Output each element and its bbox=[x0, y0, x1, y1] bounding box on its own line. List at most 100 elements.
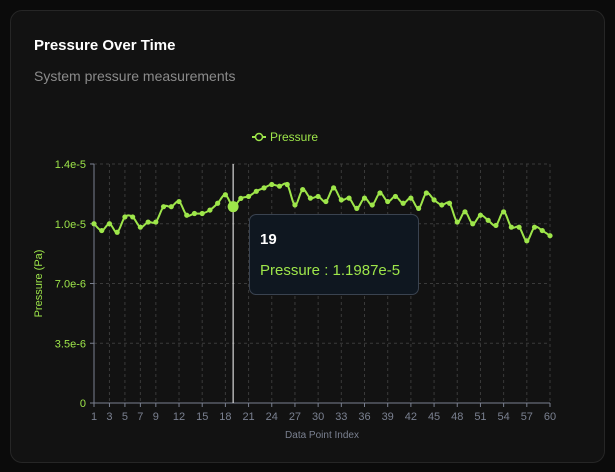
y-tick-label: 3.5e-6 bbox=[55, 338, 86, 350]
data-point[interactable] bbox=[184, 212, 190, 218]
x-tick-label: 39 bbox=[382, 411, 394, 423]
data-point[interactable] bbox=[253, 188, 259, 194]
tooltip-title: 19 bbox=[260, 231, 277, 248]
data-point[interactable] bbox=[99, 227, 105, 234]
data-point[interactable] bbox=[431, 197, 437, 203]
x-tick-label: 12 bbox=[173, 411, 185, 423]
tooltip-series-label: Pressure bbox=[260, 262, 321, 279]
data-point-active[interactable] bbox=[227, 201, 239, 213]
chart-legend: Pressure bbox=[252, 130, 318, 144]
data-point[interactable] bbox=[539, 227, 545, 234]
data-point[interactable] bbox=[145, 219, 151, 225]
data-point[interactable] bbox=[300, 187, 306, 193]
data-point[interactable] bbox=[106, 221, 113, 227]
data-point[interactable] bbox=[130, 214, 136, 220]
x-tick-label: 48 bbox=[451, 411, 463, 423]
data-point[interactable] bbox=[547, 233, 553, 239]
data-point[interactable] bbox=[191, 210, 198, 217]
x-tick-label: 9 bbox=[153, 411, 159, 423]
x-axis-label: Data Point Index bbox=[285, 430, 359, 441]
data-point[interactable] bbox=[423, 190, 429, 196]
data-point[interactable] bbox=[245, 193, 252, 200]
data-point[interactable] bbox=[330, 185, 337, 191]
data-point[interactable] bbox=[354, 205, 360, 211]
data-point[interactable] bbox=[408, 195, 414, 201]
data-point[interactable] bbox=[238, 195, 244, 201]
x-tick-label: 7 bbox=[137, 411, 143, 423]
y-tick-label: 1.4e-5 bbox=[55, 159, 86, 171]
legend-marker-icon bbox=[254, 132, 264, 142]
data-point[interactable] bbox=[199, 210, 205, 217]
x-tick-label: 33 bbox=[335, 411, 347, 423]
data-point[interactable] bbox=[307, 195, 314, 201]
data-tooltip: 19 Pressure : 1.1987e-5 bbox=[249, 214, 419, 295]
x-tick-label: 30 bbox=[312, 411, 324, 423]
data-point[interactable] bbox=[446, 200, 453, 206]
data-point[interactable] bbox=[508, 224, 514, 230]
data-point[interactable] bbox=[261, 185, 267, 191]
data-point[interactable] bbox=[346, 195, 352, 201]
data-point[interactable] bbox=[207, 207, 213, 213]
tooltip-value: Pressure : 1.1987e-5 bbox=[260, 262, 401, 279]
data-point[interactable] bbox=[516, 224, 522, 230]
y-tick-label: 1.0e-5 bbox=[55, 219, 86, 231]
data-point[interactable] bbox=[215, 200, 221, 206]
x-tick-label: 5 bbox=[122, 411, 128, 423]
chart-axes: 03.5e-67.0e-61.0e-51.4e-51 3 5 7 9 12 15 18 21 24… bbox=[55, 159, 556, 423]
x-tick-label: 3 bbox=[106, 411, 112, 423]
data-point[interactable] bbox=[493, 222, 499, 229]
x-tick-label: 51 bbox=[474, 411, 486, 423]
data-point[interactable] bbox=[269, 181, 275, 188]
data-point[interactable] bbox=[501, 209, 507, 215]
data-point[interactable] bbox=[454, 219, 460, 225]
data-point[interactable] bbox=[531, 224, 538, 230]
data-point[interactable] bbox=[392, 193, 399, 200]
card-subtitle: System pressure measurements bbox=[34, 68, 236, 84]
data-point[interactable] bbox=[470, 221, 476, 227]
y-tick-label: 0 bbox=[80, 398, 86, 410]
data-point[interactable] bbox=[91, 221, 97, 227]
data-point[interactable] bbox=[385, 198, 391, 205]
x-tick-label: 21 bbox=[242, 411, 254, 423]
y-axis-label: Pressure (Pa) bbox=[33, 250, 45, 318]
data-point[interactable] bbox=[276, 183, 283, 189]
x-tick-label: 15 bbox=[196, 411, 208, 423]
data-point[interactable] bbox=[323, 198, 329, 205]
data-point[interactable] bbox=[377, 190, 383, 196]
x-tick-label: 60 bbox=[544, 411, 556, 423]
x-tick-label: 36 bbox=[358, 411, 370, 423]
legend-label[interactable]: Pressure bbox=[270, 130, 318, 144]
data-point[interactable] bbox=[485, 217, 491, 223]
data-point[interactable] bbox=[284, 181, 290, 188]
data-point[interactable] bbox=[439, 202, 445, 208]
data-point[interactable] bbox=[369, 202, 375, 208]
data-point[interactable] bbox=[160, 204, 167, 210]
x-tick-label: 45 bbox=[428, 411, 440, 423]
x-tick-label: 24 bbox=[266, 411, 278, 423]
data-point[interactable] bbox=[122, 214, 128, 220]
data-point[interactable] bbox=[338, 197, 344, 203]
x-tick-label: 1 bbox=[91, 411, 97, 423]
y-tick-label: 7.0e-6 bbox=[55, 279, 86, 291]
x-tick-label: 54 bbox=[498, 411, 510, 423]
data-point[interactable] bbox=[462, 209, 468, 215]
x-tick-label: 18 bbox=[219, 411, 231, 423]
data-point[interactable] bbox=[168, 204, 174, 210]
data-point[interactable] bbox=[524, 238, 530, 244]
x-tick-label: 57 bbox=[521, 411, 533, 423]
x-tick-label: 42 bbox=[405, 411, 417, 423]
data-point[interactable] bbox=[222, 192, 228, 198]
data-point[interactable] bbox=[477, 212, 484, 218]
data-point[interactable] bbox=[114, 229, 120, 235]
data-point[interactable] bbox=[137, 224, 143, 230]
card-title: Pressure Over Time bbox=[34, 37, 176, 54]
data-point[interactable] bbox=[400, 200, 406, 206]
tooltip-series-value: 1.1987e-5 bbox=[332, 262, 401, 279]
data-point[interactable] bbox=[361, 195, 368, 201]
data-point[interactable] bbox=[416, 205, 422, 211]
data-point[interactable] bbox=[292, 202, 298, 208]
data-point[interactable] bbox=[153, 219, 159, 225]
data-point[interactable] bbox=[176, 198, 182, 205]
data-point[interactable] bbox=[315, 193, 321, 200]
